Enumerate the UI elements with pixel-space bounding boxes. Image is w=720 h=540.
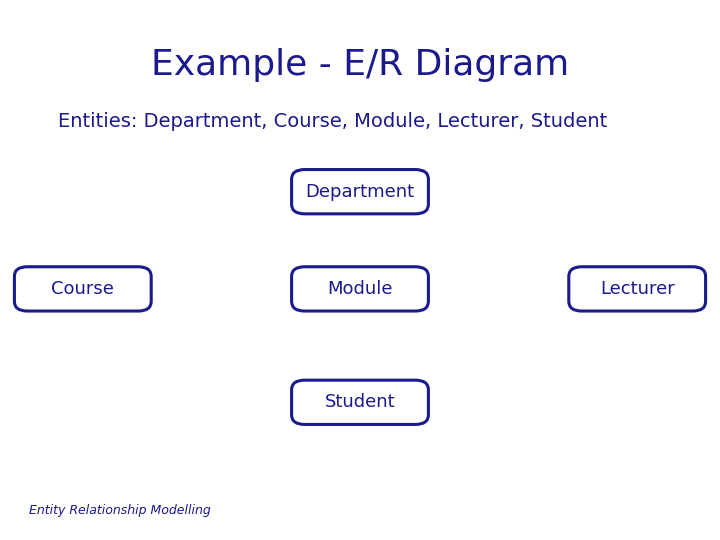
Text: Module: Module — [328, 280, 392, 298]
Text: Lecturer: Lecturer — [600, 280, 675, 298]
Text: Student: Student — [325, 393, 395, 411]
FancyBboxPatch shape — [292, 170, 428, 214]
FancyBboxPatch shape — [292, 267, 428, 311]
FancyBboxPatch shape — [14, 267, 151, 311]
Text: Example - E/R Diagram: Example - E/R Diagram — [151, 48, 569, 82]
Text: Entity Relationship Modelling: Entity Relationship Modelling — [29, 504, 210, 517]
FancyBboxPatch shape — [292, 380, 428, 424]
Text: Department: Department — [305, 183, 415, 201]
Text: Course: Course — [51, 280, 114, 298]
Text: Entities: Department, Course, Module, Lecturer, Student: Entities: Department, Course, Module, Le… — [58, 112, 607, 131]
FancyBboxPatch shape — [569, 267, 706, 311]
